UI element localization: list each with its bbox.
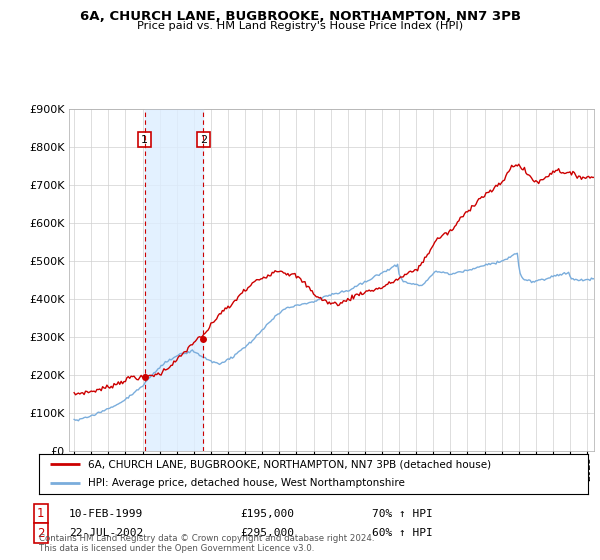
Text: 1: 1 [141, 134, 148, 144]
Text: HPI: Average price, detached house, West Northamptonshire: HPI: Average price, detached house, West… [88, 478, 405, 488]
Text: 2: 2 [200, 134, 207, 144]
Text: 60% ↑ HPI: 60% ↑ HPI [372, 528, 433, 538]
Text: £295,000: £295,000 [240, 528, 294, 538]
Text: 6A, CHURCH LANE, BUGBROOKE, NORTHAMPTON, NN7 3PB: 6A, CHURCH LANE, BUGBROOKE, NORTHAMPTON,… [79, 10, 521, 22]
Text: Price paid vs. HM Land Registry's House Price Index (HPI): Price paid vs. HM Land Registry's House … [137, 21, 463, 31]
Text: 22-JUL-2002: 22-JUL-2002 [69, 528, 143, 538]
Text: 1: 1 [37, 507, 44, 520]
Text: £195,000: £195,000 [240, 508, 294, 519]
Bar [145, 109, 203, 451]
Text: 70% ↑ HPI: 70% ↑ HPI [372, 508, 433, 519]
Text: 2: 2 [37, 526, 44, 540]
Text: 10-FEB-1999: 10-FEB-1999 [69, 508, 143, 519]
Text: Contains HM Land Registry data © Crown copyright and database right 2024.
This d: Contains HM Land Registry data © Crown c… [39, 534, 374, 553]
Text: 6A, CHURCH LANE, BUGBROOKE, NORTHAMPTON, NN7 3PB (detached house): 6A, CHURCH LANE, BUGBROOKE, NORTHAMPTON,… [88, 460, 491, 469]
